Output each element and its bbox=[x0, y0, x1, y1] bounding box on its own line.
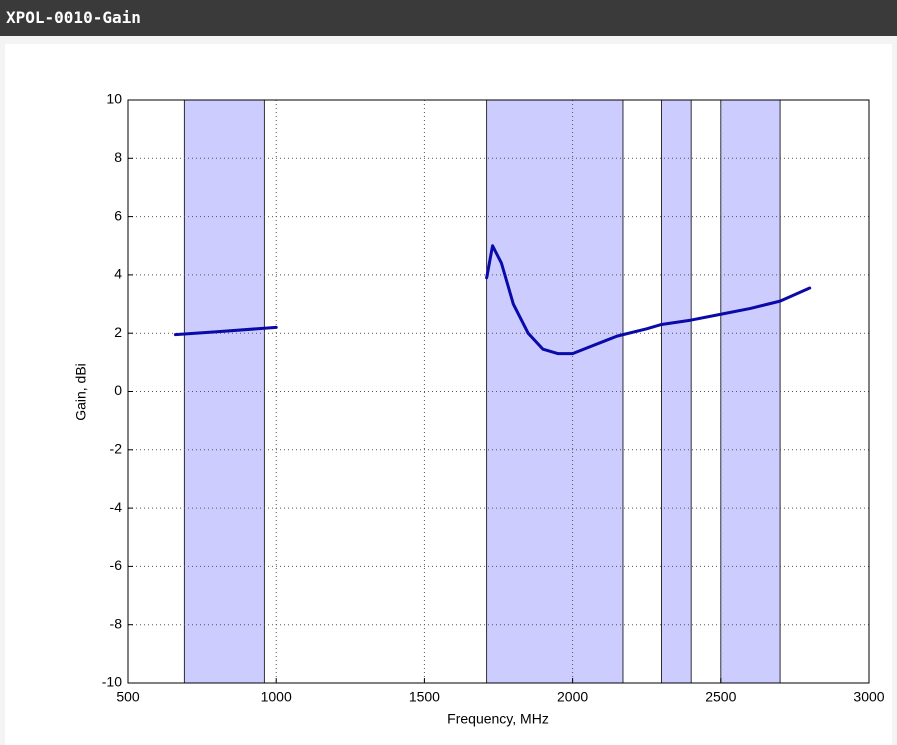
y-tick-label: -6 bbox=[110, 557, 123, 573]
y-tick-label: 6 bbox=[114, 207, 122, 223]
y-tick-label: 10 bbox=[106, 91, 122, 107]
x-tick-label: 500 bbox=[116, 689, 140, 705]
x-tick-label: 2000 bbox=[557, 689, 588, 705]
x-axis-label: Frequency, MHz bbox=[447, 711, 549, 727]
x-tick-label: 3000 bbox=[853, 689, 884, 705]
y-tick-label: -10 bbox=[102, 674, 122, 690]
y-tick-label: 0 bbox=[114, 382, 122, 398]
x-tick-label: 1500 bbox=[409, 689, 440, 705]
chart: Frequency, MHz Gain, dBi 500 1000 1500 2000… bbox=[5, 44, 892, 745]
y-tick-label: -2 bbox=[110, 441, 123, 457]
x-tick-label: 1000 bbox=[261, 689, 292, 705]
y-tick-label: 4 bbox=[114, 266, 122, 282]
plot-frame bbox=[127, 99, 870, 684]
x-tick-label: 2500 bbox=[705, 689, 736, 705]
y-tick-label: 2 bbox=[114, 324, 122, 340]
y-tick-label: -4 bbox=[110, 499, 123, 515]
header-title: XPOL-0010-Gain bbox=[0, 0, 897, 36]
band bbox=[486, 99, 624, 684]
y-tick-label: 8 bbox=[114, 149, 122, 165]
y-axis-label: Gain, dBi bbox=[73, 363, 89, 421]
line bbox=[173, 244, 812, 356]
band bbox=[720, 99, 781, 684]
y-tick-label: -8 bbox=[110, 615, 123, 631]
